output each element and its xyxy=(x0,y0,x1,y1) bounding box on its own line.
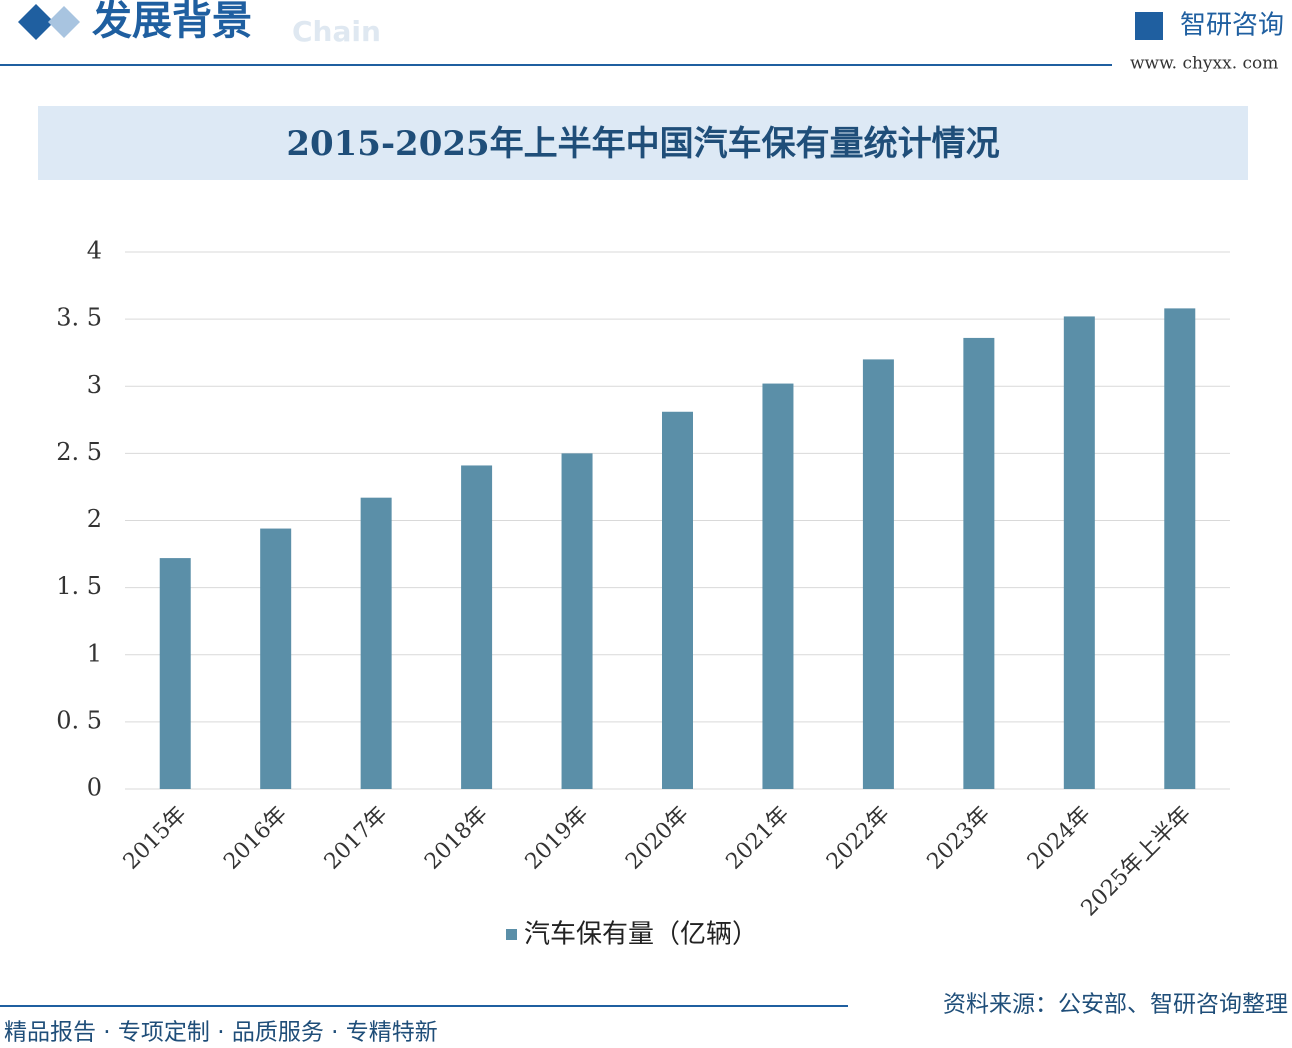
x-tick-label: 2019年 xyxy=(521,802,594,875)
bar xyxy=(1164,308,1196,789)
y-tick-label: 1 xyxy=(87,639,102,667)
title-band xyxy=(38,106,1248,180)
y-tick-label: 4 xyxy=(87,237,102,265)
header-icon xyxy=(48,6,80,38)
x-tick-label: 2022年 xyxy=(822,802,895,875)
y-tick-label: 2. 5 xyxy=(56,438,102,466)
x-tick-label: 2015年 xyxy=(119,802,192,875)
bar xyxy=(963,337,995,789)
header-icon xyxy=(18,4,54,40)
x-tick-label: 2020年 xyxy=(621,802,694,875)
bar xyxy=(1063,316,1095,789)
y-tick-label: 0 xyxy=(87,774,102,802)
bar xyxy=(159,558,191,789)
bar xyxy=(862,359,894,789)
legend-swatch xyxy=(506,929,517,940)
y-tick-label: 0. 5 xyxy=(56,706,102,734)
chart-title: 2015-2025年上半年中国汽车保有量统计情况 xyxy=(286,124,999,164)
source-note: 资料来源：公安部、智研咨询整理 xyxy=(943,992,1288,1018)
x-tick-label: 2018年 xyxy=(420,802,493,875)
bar xyxy=(360,497,392,789)
bar xyxy=(461,465,493,789)
x-tick-label: 2024年 xyxy=(1023,802,1096,875)
bar xyxy=(662,411,693,789)
bar xyxy=(762,383,794,789)
bar xyxy=(260,528,292,789)
header-subtitle: Chain xyxy=(292,15,381,48)
brand-url: www. chyxx. com xyxy=(1130,54,1278,74)
bar xyxy=(561,453,593,789)
footer-slogan: 精品报告 · 专项定制 · 品质服务 · 专精特新 xyxy=(4,1020,438,1046)
y-tick-label: 3. 5 xyxy=(56,304,102,332)
y-tick-label: 1. 5 xyxy=(56,572,102,600)
brand-logo xyxy=(1135,12,1163,40)
x-tick-label: 2016年 xyxy=(219,802,292,875)
x-tick-label: 2017年 xyxy=(320,802,393,875)
header-title: 发展背景 xyxy=(92,0,252,44)
x-tick-label: 2021年 xyxy=(722,802,795,875)
brand-name: 智研咨询 xyxy=(1180,11,1284,41)
x-tick-label: 2023年 xyxy=(923,802,996,875)
legend-label: 汽车保有量（亿辆） xyxy=(524,920,758,950)
y-tick-label: 3 xyxy=(87,371,102,399)
y-tick-label: 2 xyxy=(87,505,102,533)
